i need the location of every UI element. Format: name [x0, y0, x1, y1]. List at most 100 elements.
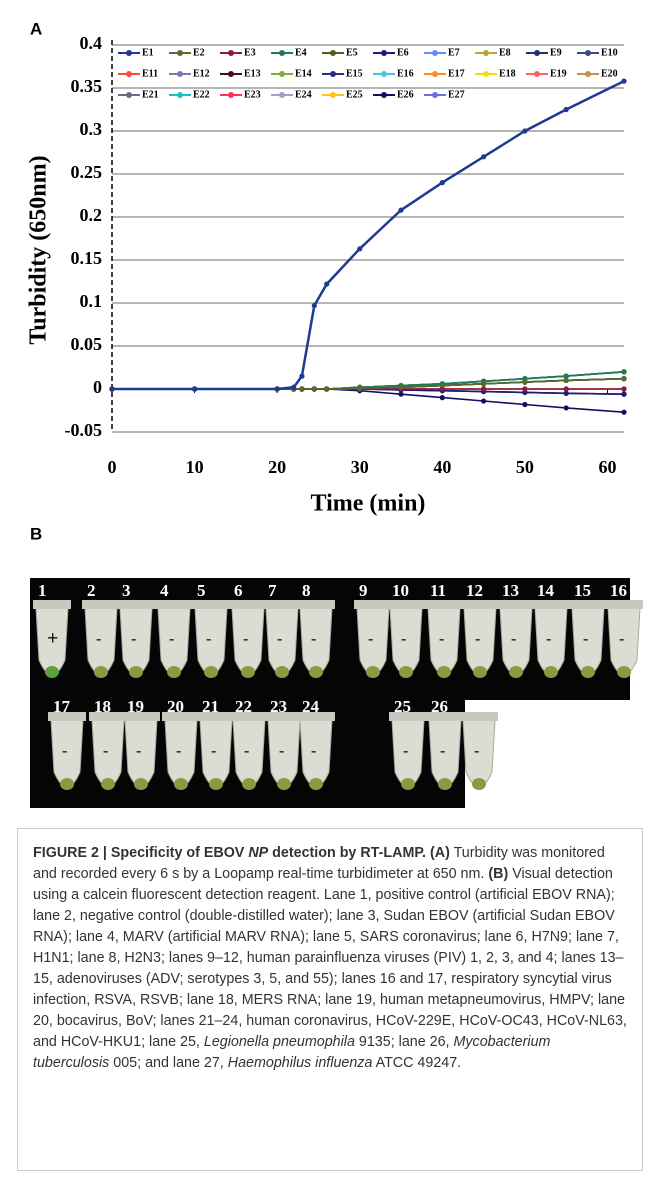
data-point [311, 302, 317, 309]
legend-marker [585, 50, 591, 56]
tube-cap [497, 600, 535, 609]
data-point [522, 386, 528, 392]
lane-number: 16 [610, 581, 627, 600]
tube-tip [309, 666, 323, 678]
panel-label: B [30, 524, 42, 543]
lane-sign: - [169, 631, 174, 648]
lane-number: 6 [234, 581, 243, 600]
tube-tip [101, 778, 115, 790]
legend-marker [534, 71, 540, 77]
tube-tip [401, 778, 415, 790]
lane-number: 1 [38, 581, 47, 600]
tube-cap [230, 712, 268, 721]
legend-label: E21 [142, 89, 159, 100]
data-point [109, 386, 115, 392]
legend-label: E11 [142, 68, 158, 79]
legend-marker [483, 50, 489, 56]
lane-sign: - [136, 743, 141, 760]
tube-tip [60, 778, 74, 790]
series-line [112, 79, 625, 391]
lane-sign: - [96, 631, 101, 648]
lane-number: 10 [392, 581, 409, 600]
legend-marker [177, 71, 183, 77]
legend-marker [228, 50, 234, 56]
legend-label: E12 [193, 68, 210, 79]
caption-text: (B) [488, 866, 509, 882]
legend-marker [126, 50, 132, 56]
lane-sign: - [131, 631, 136, 648]
y-tick-label: 0.4 [80, 33, 103, 53]
tube-cap [89, 712, 127, 721]
legend-marker [177, 50, 183, 56]
tube-cap [387, 600, 425, 609]
data-point [621, 391, 627, 397]
legend-marker [381, 92, 387, 98]
lane-number: 5 [197, 581, 206, 600]
tube-tip [209, 778, 223, 790]
data-point [563, 106, 569, 113]
legend-marker [381, 50, 387, 56]
lane-number: 12 [466, 581, 483, 600]
data-point [481, 154, 487, 160]
tube-tip [204, 666, 218, 678]
tube-tip [581, 666, 595, 678]
data-point [522, 128, 528, 134]
tube-cap [354, 600, 392, 609]
tube-cap [426, 712, 464, 721]
y-tick-label: 0.2 [80, 205, 103, 225]
lane-sign: - [311, 631, 316, 648]
data-point [398, 384, 404, 390]
legend-marker [177, 92, 183, 98]
lane-sign: - [62, 743, 67, 760]
tube-tip [472, 778, 486, 790]
tube-tip [167, 666, 181, 678]
data-point [357, 385, 363, 391]
x-tick-label: 30 [351, 457, 369, 477]
lane-sign: - [475, 631, 480, 648]
data-point [357, 246, 363, 252]
lane-sign: - [511, 631, 516, 648]
figure-caption: FIGURE 2 | Specificity of EBOV NP detect… [17, 828, 643, 1171]
data-point [563, 386, 569, 392]
tube-cap [122, 712, 160, 721]
lane-sign: - [244, 743, 249, 760]
legend-marker [279, 92, 285, 98]
data-point [621, 386, 627, 392]
tube-tip [438, 778, 452, 790]
lane-number: 27 [465, 697, 483, 716]
data-point [621, 409, 627, 415]
y-tick-label: 0.35 [71, 76, 103, 96]
legend-label: E20 [601, 68, 618, 79]
caption-text: 9135; lane 26, [354, 1034, 454, 1050]
caption-text: NP [248, 845, 269, 861]
tube-cap [155, 600, 193, 609]
lane-number: 2 [87, 581, 96, 600]
tube-tip [437, 666, 451, 678]
lane-number: 22 [235, 697, 252, 716]
legend-label: E13 [244, 68, 261, 79]
legend-marker [381, 71, 387, 77]
tube-cap [229, 600, 267, 609]
data-point [522, 379, 528, 385]
lane-number: 9 [359, 581, 368, 600]
lane-sign: + [47, 628, 58, 650]
data-point [324, 386, 330, 392]
caption-text: detection by RT-LAMP. [268, 845, 430, 861]
legend-label: E8 [499, 47, 511, 58]
lane-number: 17 [53, 697, 71, 716]
tube-tip [134, 778, 148, 790]
lane-sign: - [311, 743, 316, 760]
caption-text: (A) [430, 845, 450, 861]
legend-label: E24 [295, 89, 312, 100]
tube-cap [297, 712, 335, 721]
lane-number: 19 [127, 697, 144, 716]
tube-cap [263, 600, 301, 609]
y-axis-title: Turbidity (650nm) [26, 155, 52, 344]
tube-tip [366, 666, 380, 678]
y-tick-label: 0.3 [80, 119, 103, 139]
tube-cap [192, 600, 230, 609]
data-point [621, 376, 627, 382]
tube-tip [242, 778, 256, 790]
data-point [439, 395, 445, 401]
data-point [439, 382, 445, 389]
